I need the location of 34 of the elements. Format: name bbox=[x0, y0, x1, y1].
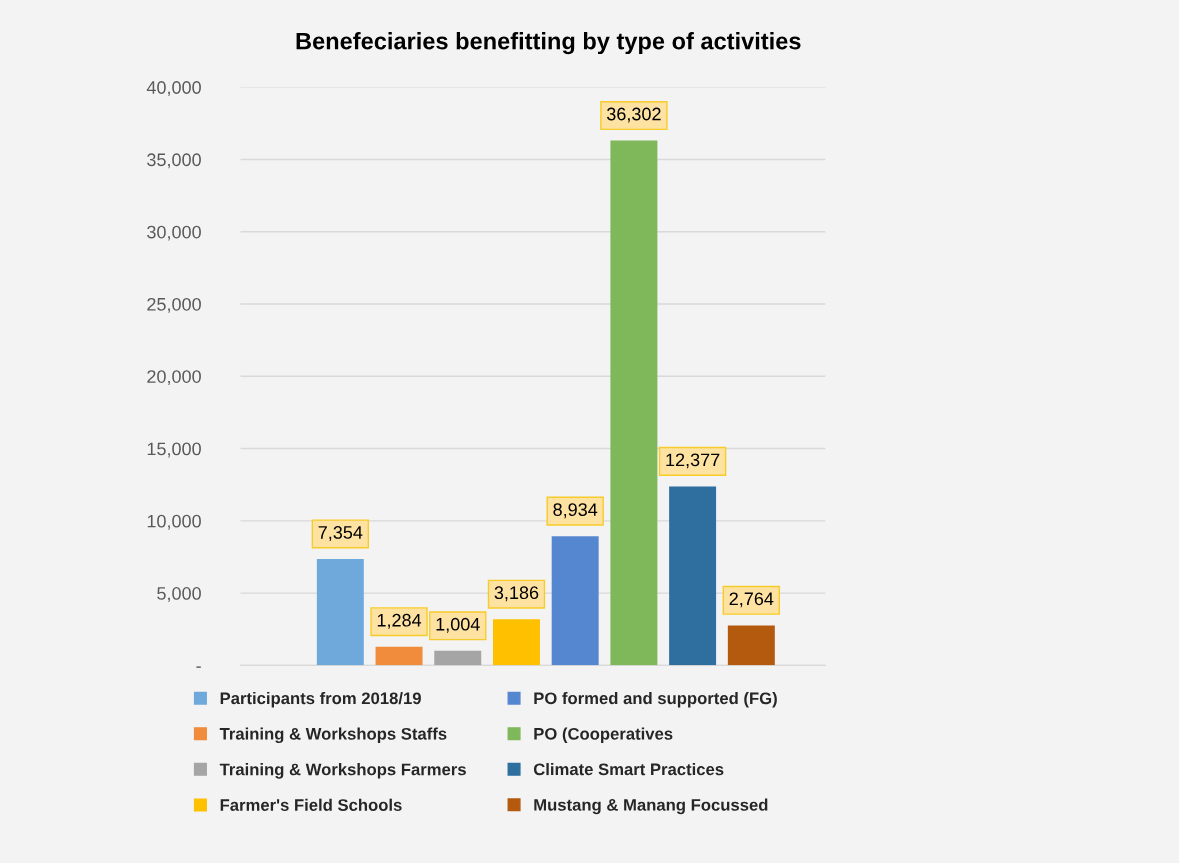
y-tick-label: 40,000 bbox=[146, 81, 201, 97]
legend-label: Training & Workshops Farmers bbox=[219, 763, 466, 779]
bar bbox=[492, 619, 540, 666]
legend-label: Climate Smart Practices bbox=[533, 763, 724, 776]
chart-title: Benefeciaries benefitting by type of activities bbox=[296, 32, 801, 55]
legend-label: Participants from 2018/19 bbox=[220, 691, 421, 708]
y-tick-label: - bbox=[196, 666, 201, 668]
bar bbox=[551, 536, 599, 666]
data-label: 36,302 bbox=[606, 107, 661, 123]
bar bbox=[316, 559, 364, 666]
y-tick-label: 25,000 bbox=[147, 297, 201, 313]
data-label: 8,934 bbox=[553, 503, 598, 519]
legend-label: PO (Cooperatives bbox=[534, 727, 673, 744]
y-tick-label: 30,000 bbox=[147, 225, 201, 241]
y-tick-label: 35,000 bbox=[147, 153, 201, 169]
legend-label: PO formed and supported (FG) bbox=[534, 691, 777, 708]
y-tick-label: 10,000 bbox=[147, 514, 201, 530]
data-label: 1,004 bbox=[436, 617, 480, 633]
y-tick-label: 20,000 bbox=[147, 370, 201, 386]
data-label: 1,284 bbox=[377, 613, 422, 629]
y-tick-label: 5,000 bbox=[157, 587, 201, 602]
y-tick-label: 15,000 bbox=[147, 442, 201, 458]
legend-label: Training & Workshops Staffs bbox=[219, 727, 447, 744]
bar bbox=[727, 625, 775, 666]
legend-label: Mustang & Manang Focussed bbox=[534, 798, 768, 815]
legend-label: Farmer's Field Schools bbox=[220, 798, 402, 811]
bar bbox=[375, 646, 423, 666]
data-label: 7,354 bbox=[318, 526, 363, 541]
data-label: 12,377 bbox=[666, 453, 720, 469]
data-label: 3,186 bbox=[494, 586, 539, 602]
bar bbox=[434, 650, 482, 666]
data-label: 2,764 bbox=[729, 592, 774, 608]
bar bbox=[610, 140, 658, 666]
bar bbox=[669, 486, 717, 666]
